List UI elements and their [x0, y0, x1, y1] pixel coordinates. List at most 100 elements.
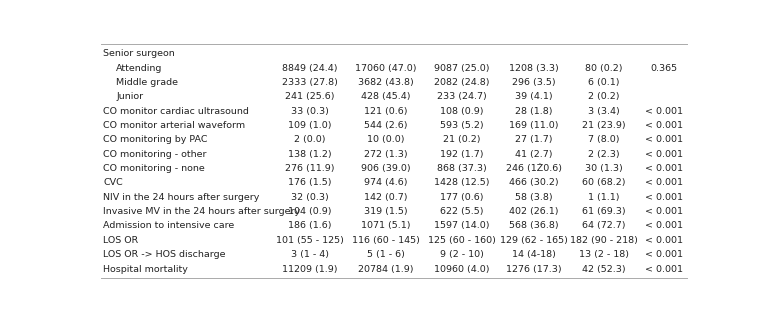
Text: < 0.001: < 0.001	[644, 222, 683, 230]
Text: Junior: Junior	[116, 92, 143, 101]
Text: < 0.001: < 0.001	[644, 164, 683, 173]
Text: 60 (68.2): 60 (68.2)	[581, 179, 625, 187]
Text: 1276 (17.3): 1276 (17.3)	[506, 264, 561, 274]
Text: 121 (0.6): 121 (0.6)	[364, 107, 408, 116]
Text: 868 (37.3): 868 (37.3)	[436, 164, 486, 173]
Text: 241 (25.6): 241 (25.6)	[285, 92, 334, 101]
Text: < 0.001: < 0.001	[644, 193, 683, 202]
Text: Senior surgeon: Senior surgeon	[103, 49, 175, 58]
Text: 32 (0.3): 32 (0.3)	[291, 193, 329, 202]
Text: CO monitoring - none: CO monitoring - none	[103, 164, 205, 173]
Text: 104 (0.9): 104 (0.9)	[288, 207, 331, 216]
Text: 3 (3.4): 3 (3.4)	[588, 107, 620, 116]
Text: 116 (60 - 145): 116 (60 - 145)	[352, 236, 420, 245]
Text: 14 (4-18): 14 (4-18)	[512, 250, 556, 259]
Text: CO monitoring - other: CO monitoring - other	[103, 150, 206, 159]
Text: 182 (90 - 218): 182 (90 - 218)	[570, 236, 637, 245]
Text: CO monitor arterial waveform: CO monitor arterial waveform	[103, 121, 245, 130]
Text: CVC: CVC	[103, 179, 123, 187]
Text: 5 (1 - 6): 5 (1 - 6)	[367, 250, 405, 259]
Text: < 0.001: < 0.001	[644, 136, 683, 144]
Text: < 0.001: < 0.001	[644, 179, 683, 187]
Text: 9 (2 - 10): 9 (2 - 10)	[439, 250, 483, 259]
Text: LOS OR -> HOS discharge: LOS OR -> HOS discharge	[103, 250, 225, 259]
Text: 622 (5.5): 622 (5.5)	[439, 207, 483, 216]
Text: 13 (2 - 18): 13 (2 - 18)	[578, 250, 628, 259]
Text: < 0.001: < 0.001	[644, 121, 683, 130]
Text: 466 (30.2): 466 (30.2)	[509, 179, 559, 187]
Text: Middle grade: Middle grade	[116, 78, 178, 87]
Text: 192 (1.7): 192 (1.7)	[439, 150, 483, 159]
Text: 974 (4.6): 974 (4.6)	[364, 179, 408, 187]
Text: 28 (1.8): 28 (1.8)	[515, 107, 553, 116]
Text: 125 (60 - 160): 125 (60 - 160)	[427, 236, 495, 245]
Text: 7 (8.0): 7 (8.0)	[588, 136, 619, 144]
Text: 0.365: 0.365	[650, 64, 677, 73]
Text: 272 (1.3): 272 (1.3)	[364, 150, 408, 159]
Text: 64 (72.7): 64 (72.7)	[581, 222, 625, 230]
Text: 142 (0.7): 142 (0.7)	[364, 193, 408, 202]
Text: 10 (0.0): 10 (0.0)	[367, 136, 405, 144]
Text: 1597 (14.0): 1597 (14.0)	[433, 222, 489, 230]
Text: 2 (0.0): 2 (0.0)	[294, 136, 326, 144]
Text: 2 (2.3): 2 (2.3)	[588, 150, 619, 159]
Text: 296 (3.5): 296 (3.5)	[512, 78, 556, 87]
Text: < 0.001: < 0.001	[644, 150, 683, 159]
Text: CO monitoring by PAC: CO monitoring by PAC	[103, 136, 208, 144]
Text: 1208 (3.3): 1208 (3.3)	[509, 64, 559, 73]
Text: 17060 (47.0): 17060 (47.0)	[355, 64, 416, 73]
Text: < 0.001: < 0.001	[644, 250, 683, 259]
Text: 21 (0.2): 21 (0.2)	[443, 136, 480, 144]
Text: 402 (26.1): 402 (26.1)	[509, 207, 558, 216]
Text: 9087 (25.0): 9087 (25.0)	[433, 64, 489, 73]
Text: 27 (1.7): 27 (1.7)	[515, 136, 553, 144]
Text: 246 (1Ż0.6): 246 (1Ż0.6)	[506, 164, 562, 173]
Text: < 0.001: < 0.001	[644, 107, 683, 116]
Text: 108 (0.9): 108 (0.9)	[439, 107, 483, 116]
Text: 21 (23.9): 21 (23.9)	[581, 121, 625, 130]
Text: 1428 (12.5): 1428 (12.5)	[433, 179, 489, 187]
Text: 169 (11.0): 169 (11.0)	[509, 121, 558, 130]
Text: 2 (0.2): 2 (0.2)	[588, 92, 619, 101]
Text: 20784 (1.9): 20784 (1.9)	[358, 264, 413, 274]
Text: 186 (1.6): 186 (1.6)	[288, 222, 331, 230]
Text: 39 (4.1): 39 (4.1)	[515, 92, 553, 101]
Text: 319 (1.5): 319 (1.5)	[364, 207, 408, 216]
Text: 276 (11.9): 276 (11.9)	[285, 164, 334, 173]
Text: 101 (55 - 125): 101 (55 - 125)	[276, 236, 344, 245]
Text: 233 (24.7): 233 (24.7)	[436, 92, 486, 101]
Text: 544 (2.6): 544 (2.6)	[364, 121, 408, 130]
Text: 177 (0.6): 177 (0.6)	[439, 193, 483, 202]
Text: 58 (3.8): 58 (3.8)	[515, 193, 553, 202]
Text: 61 (69.3): 61 (69.3)	[581, 207, 625, 216]
Text: 33 (0.3): 33 (0.3)	[291, 107, 329, 116]
Text: LOS OR: LOS OR	[103, 236, 138, 245]
Text: 3 (1 - 4): 3 (1 - 4)	[291, 250, 329, 259]
Text: 3682 (43.8): 3682 (43.8)	[358, 78, 414, 87]
Text: 109 (1.0): 109 (1.0)	[288, 121, 331, 130]
Text: 138 (1.2): 138 (1.2)	[288, 150, 331, 159]
Text: 906 (39.0): 906 (39.0)	[361, 164, 411, 173]
Text: 2333 (27.8): 2333 (27.8)	[282, 78, 337, 87]
Text: Admission to intensive care: Admission to intensive care	[103, 222, 234, 230]
Text: 428 (45.4): 428 (45.4)	[361, 92, 410, 101]
Text: 11209 (1.9): 11209 (1.9)	[282, 264, 337, 274]
Text: < 0.001: < 0.001	[644, 236, 683, 245]
Text: 8849 (24.4): 8849 (24.4)	[282, 64, 337, 73]
Text: < 0.001: < 0.001	[644, 264, 683, 274]
Text: 6 (0.1): 6 (0.1)	[588, 78, 619, 87]
Text: 30 (1.3): 30 (1.3)	[584, 164, 622, 173]
Text: 593 (5.2): 593 (5.2)	[439, 121, 483, 130]
Text: Invasive MV in the 24 hours after surgery: Invasive MV in the 24 hours after surger…	[103, 207, 300, 216]
Text: 42 (52.3): 42 (52.3)	[581, 264, 625, 274]
Text: Attending: Attending	[116, 64, 163, 73]
Text: 41 (2.7): 41 (2.7)	[515, 150, 553, 159]
Text: 176 (1.5): 176 (1.5)	[288, 179, 331, 187]
Text: 10960 (4.0): 10960 (4.0)	[433, 264, 489, 274]
Text: 129 (62 - 165): 129 (62 - 165)	[500, 236, 568, 245]
Text: Hospital mortality: Hospital mortality	[103, 264, 188, 274]
Text: < 0.001: < 0.001	[644, 207, 683, 216]
Text: 568 (36.8): 568 (36.8)	[509, 222, 559, 230]
Text: 1071 (5.1): 1071 (5.1)	[361, 222, 410, 230]
Text: CO monitor cardiac ultrasound: CO monitor cardiac ultrasound	[103, 107, 249, 116]
